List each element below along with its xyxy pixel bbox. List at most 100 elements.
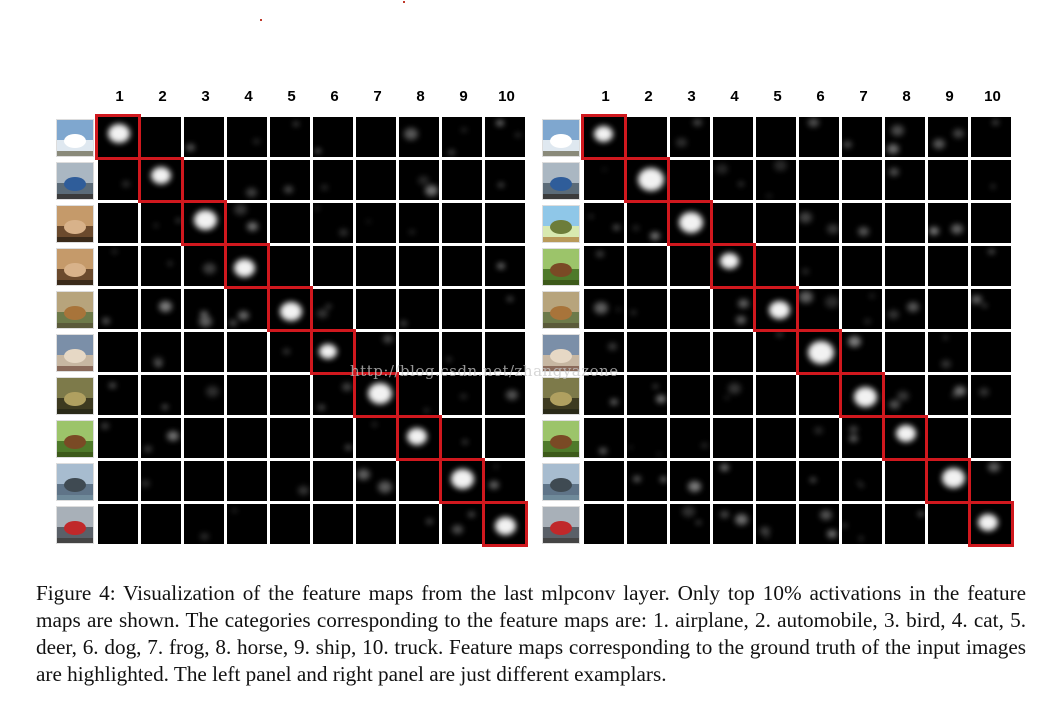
feature-map-cell (485, 375, 525, 415)
faint-activation (357, 469, 370, 480)
feature-map-cell (141, 246, 181, 286)
input-image-bird (542, 205, 580, 243)
feature-map-cell (485, 418, 525, 458)
faint-activation (141, 480, 150, 487)
faint-activation (447, 358, 451, 361)
highlighted-feature-map-cell (710, 243, 756, 289)
faint-activation (326, 305, 331, 308)
column-label: 5 (287, 88, 296, 105)
faint-activation (849, 426, 858, 433)
faint-activation (864, 319, 871, 324)
faint-activation (887, 144, 899, 154)
feature-map-cell (842, 203, 882, 243)
faint-activation (426, 519, 433, 524)
feature-map-cell (971, 461, 1011, 501)
feature-map-cell (141, 375, 181, 415)
input-image-cat (56, 248, 94, 286)
feature-map-cell (485, 246, 525, 286)
faint-activation (200, 311, 208, 317)
feature-map-cell (399, 203, 439, 243)
stray-mark (260, 19, 262, 21)
feature-map-row (52, 415, 525, 461)
watermark: http://blog.csdn.net/zhangyazone (350, 362, 619, 380)
activation-blob (942, 468, 965, 488)
faint-activation (176, 219, 181, 222)
left-panel: 1 2 3 4 5 6 7 8 9 10 (52, 88, 528, 548)
feature-map-cell (485, 160, 525, 200)
feature-map-cell (928, 418, 968, 458)
highlighted-feature-map-cell (95, 114, 141, 160)
feature-map-cell (627, 289, 667, 329)
highlighted-feature-map-cell (138, 157, 184, 203)
column-label: 6 (816, 88, 825, 105)
feature-map-cell (184, 289, 224, 329)
right-panel: 1 2 3 4 5 6 7 8 9 10 (538, 88, 1014, 548)
activation-blob (151, 167, 171, 184)
faint-activation (660, 477, 667, 482)
faint-activation (735, 514, 748, 525)
feature-map-cell (670, 418, 710, 458)
feature-map-cell (227, 418, 267, 458)
faint-activation (688, 481, 701, 492)
feature-map-cell (485, 289, 525, 329)
column-label: 4 (244, 88, 253, 105)
feature-map-cell (842, 117, 882, 157)
feature-map-row (538, 157, 1011, 203)
feature-map-cell (227, 461, 267, 501)
faint-activation (594, 302, 608, 314)
column-label: 8 (902, 88, 911, 105)
feature-map-cell (584, 246, 624, 286)
faint-activation (613, 225, 620, 230)
highlighted-feature-map-cell (267, 286, 313, 332)
column-label: 1 (115, 88, 124, 105)
faint-activation (810, 478, 816, 482)
feature-map-cell (184, 332, 224, 372)
feature-map-cell (141, 418, 181, 458)
faint-activation (200, 533, 209, 540)
activation-blob (234, 259, 255, 277)
feature-map-cell (399, 504, 439, 544)
feature-map-cell (485, 461, 525, 501)
feature-map-cell (799, 461, 839, 501)
faint-activation (284, 186, 293, 193)
faint-activation (167, 431, 179, 441)
highlighted-feature-map-cell (396, 415, 442, 461)
feature-map-cell (885, 160, 925, 200)
faint-activation (314, 206, 320, 210)
faint-activation (802, 269, 809, 274)
highlighted-feature-map-cell (839, 372, 885, 418)
activation-blob (451, 469, 474, 489)
feature-map-cell (227, 332, 267, 372)
feature-map-cell (885, 203, 925, 243)
feature-map-cell (799, 246, 839, 286)
feature-map-cell (713, 289, 753, 329)
faint-activation (144, 446, 152, 452)
activation-blob (896, 425, 916, 442)
feature-map-cell (227, 375, 267, 415)
highlighted-feature-map-cell (796, 329, 842, 375)
faint-activation (339, 229, 348, 236)
input-image-automobile (542, 162, 580, 200)
feature-map-cell (670, 504, 710, 544)
activation-blob (280, 302, 302, 321)
column-label: 5 (773, 88, 782, 105)
feature-map-cell (756, 375, 796, 415)
column-label: 6 (330, 88, 339, 105)
faint-activation (342, 383, 352, 391)
column-label: 2 (158, 88, 167, 105)
faint-activation (889, 168, 899, 176)
faint-activation (246, 188, 257, 197)
faint-activation (943, 336, 948, 339)
faint-activation (849, 435, 858, 442)
faint-activation (234, 204, 247, 215)
faint-activation (293, 122, 299, 126)
activation-blob (854, 387, 877, 407)
faint-activation (953, 129, 964, 138)
feature-map-cell (313, 117, 353, 157)
column-label: 10 (984, 88, 1001, 105)
faint-activation (848, 336, 861, 347)
input-image-truck (56, 506, 94, 544)
feature-map-row (538, 114, 1011, 160)
feature-map-cell (227, 504, 267, 544)
faint-activation (827, 530, 837, 538)
